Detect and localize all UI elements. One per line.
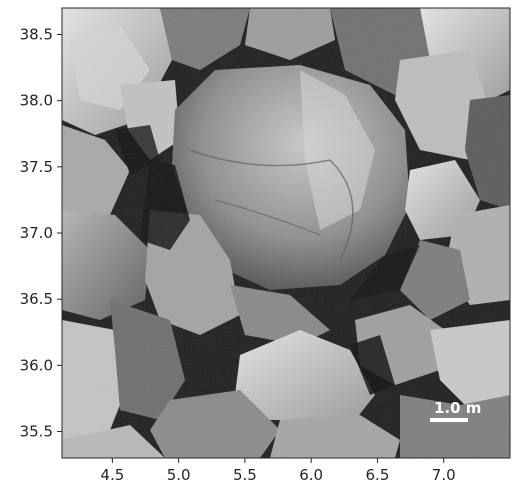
y-tick-label: 35.5 [20, 423, 53, 441]
x-tick-label: 6.0 [299, 466, 323, 484]
y-tick-label: 38.0 [20, 92, 53, 110]
x-axis: 4.5 5.0 5.5 6.0 6.5 7.0 [100, 458, 456, 484]
x-tick-label: 6.5 [366, 466, 390, 484]
scale-bar-label: 1.0 m [434, 399, 481, 417]
x-tick-label: 5.0 [167, 466, 191, 484]
y-tick-label: 36.0 [20, 356, 53, 374]
y-axis: 38.5 38.0 37.5 37.0 36.5 36.0 35.5 [20, 25, 62, 441]
boulder-photo: 1.0 m [62, 8, 510, 458]
x-tick-label: 4.5 [100, 466, 124, 484]
scale-bar: 1.0 m [430, 399, 481, 422]
x-tick-label: 7.0 [432, 466, 456, 484]
y-tick-label: 36.5 [20, 290, 53, 308]
y-tick-label: 37.5 [20, 158, 53, 176]
y-tick-label: 37.0 [20, 224, 53, 242]
scale-bar-line [430, 418, 468, 422]
x-tick-label: 5.5 [233, 466, 257, 484]
y-tick-label: 38.5 [20, 25, 53, 43]
